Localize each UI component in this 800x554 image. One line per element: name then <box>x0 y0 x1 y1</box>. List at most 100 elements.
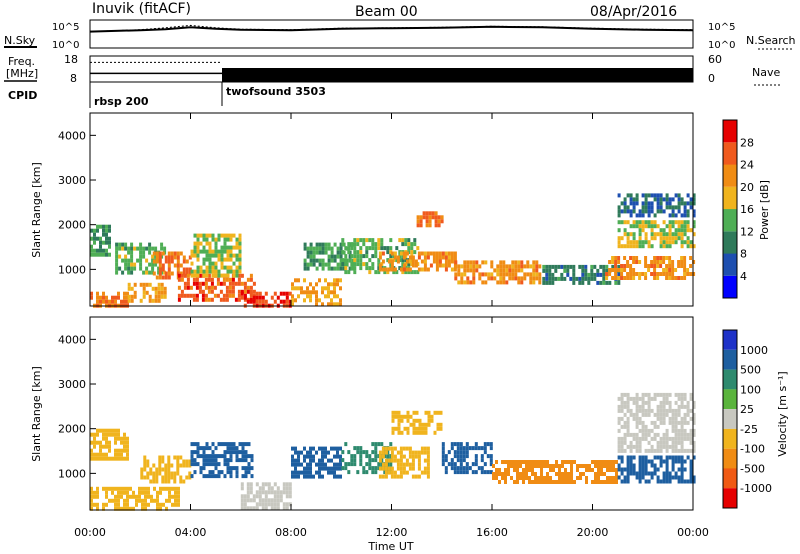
cell-region-11 <box>638 463 642 468</box>
cell-region-16 <box>677 228 681 233</box>
cell-region-8 <box>327 286 330 291</box>
cell-region-11 <box>411 259 415 264</box>
cell-region-10 <box>528 480 531 484</box>
cell-region-1 <box>150 498 153 503</box>
cell-region-16 <box>668 240 672 245</box>
cell-region-9 <box>444 458 448 463</box>
cell-region-10 <box>495 468 498 472</box>
cell-region-1 <box>120 506 123 511</box>
cell-region-13 <box>523 272 527 277</box>
cell-region-4 <box>258 486 262 491</box>
cell-region-11 <box>656 479 660 484</box>
cell-region-12 <box>665 400 669 405</box>
cell-region-16 <box>626 240 630 245</box>
cell-region-4 <box>255 506 259 511</box>
cell-region-6 <box>211 253 215 258</box>
cell-region-8 <box>415 430 419 435</box>
cell-region-2 <box>179 463 183 468</box>
cell-region-12 <box>674 440 678 445</box>
cell-region-9 <box>348 254 352 259</box>
cell-region-10 <box>395 258 399 263</box>
cell-region-8 <box>294 278 297 283</box>
cell-region-16 <box>683 232 687 237</box>
cell-region-10 <box>591 480 594 484</box>
cell-region-1 <box>108 299 111 304</box>
cell-region-3 <box>130 258 134 263</box>
cell-region-3 <box>214 466 218 471</box>
cell-region-1 <box>108 486 111 491</box>
cell-region-11 <box>653 471 657 476</box>
cell-region-12 <box>683 436 687 441</box>
cell-region-12 <box>692 432 696 437</box>
cell-region-16 <box>635 244 639 249</box>
cell-region-1 <box>120 494 123 499</box>
cell-region-11 <box>692 475 696 480</box>
cell-region-13 <box>475 264 479 269</box>
cell-region-3 <box>223 454 227 459</box>
cell-region-6 <box>208 233 212 238</box>
cell-region-4 <box>170 271 174 276</box>
cell-region-8 <box>327 290 330 295</box>
cell-region-16 <box>662 240 666 245</box>
cell-region-5 <box>291 474 294 479</box>
cell-region-11 <box>677 459 681 464</box>
cell-region-12 <box>434 219 438 224</box>
cell-region-0 <box>96 456 99 461</box>
cell-region-8 <box>336 278 339 283</box>
cell-region-8 <box>297 294 300 299</box>
cell-region-13 <box>463 264 467 269</box>
cell-region-3 <box>208 454 212 459</box>
cell-region-5 <box>237 281 241 286</box>
cell-region-6 <box>223 249 227 254</box>
cell-region-10 <box>579 472 582 476</box>
cell-region-4 <box>155 255 159 260</box>
cell-region-10 <box>344 266 348 271</box>
cell-region-10 <box>383 270 387 275</box>
cell-region-16 <box>659 240 663 245</box>
cell-region-13 <box>520 268 524 273</box>
cell-region-13 <box>532 260 536 265</box>
cell-region-8 <box>330 302 333 307</box>
power-heatmap <box>90 193 696 308</box>
cell-region-5 <box>207 273 211 278</box>
cell-region-5 <box>291 458 294 463</box>
cell-region-11 <box>668 479 672 484</box>
cell-region-10 <box>531 464 534 468</box>
cell-region-16 <box>620 220 624 225</box>
cell-region-4 <box>176 271 180 276</box>
cell-region-9 <box>315 246 319 251</box>
cell-region-16 <box>650 228 654 233</box>
cell-region-2 <box>176 471 180 476</box>
cell-region-16 <box>647 220 651 225</box>
cell-region-12 <box>665 436 669 441</box>
cell-region-6 <box>380 462 384 467</box>
power-cbar-tick: 24 <box>740 159 754 172</box>
cell-region-3 <box>130 246 134 251</box>
cell-region-16 <box>668 228 672 233</box>
cell-region-4 <box>158 267 162 272</box>
cell-region-10 <box>368 246 372 251</box>
cell-region-12 <box>680 448 684 453</box>
cell-region-2 <box>140 467 144 472</box>
cell-region-9 <box>462 466 466 471</box>
cell-region-10 <box>495 472 498 476</box>
cell-region-8 <box>336 282 339 287</box>
cell-region-3 <box>211 474 215 479</box>
cell-region-3 <box>127 266 131 271</box>
cell-region-3 <box>202 450 206 455</box>
cell-region-3 <box>151 246 155 251</box>
cell-region-12 <box>659 404 663 409</box>
cell-region-12 <box>644 412 648 417</box>
cell-region-10 <box>528 460 531 464</box>
cell-region-10 <box>341 250 345 255</box>
cell-region-11 <box>692 479 696 484</box>
cell-region-10 <box>498 480 501 484</box>
cell-region-1 <box>123 291 126 296</box>
cell-region-14 <box>572 268 576 273</box>
cell-region-11 <box>659 459 663 464</box>
cell-region-13 <box>463 268 467 273</box>
cell-region-13 <box>490 276 494 281</box>
cell-region-6 <box>220 233 224 238</box>
cell-region-0 <box>102 436 105 441</box>
cell-region-5 <box>306 450 309 455</box>
